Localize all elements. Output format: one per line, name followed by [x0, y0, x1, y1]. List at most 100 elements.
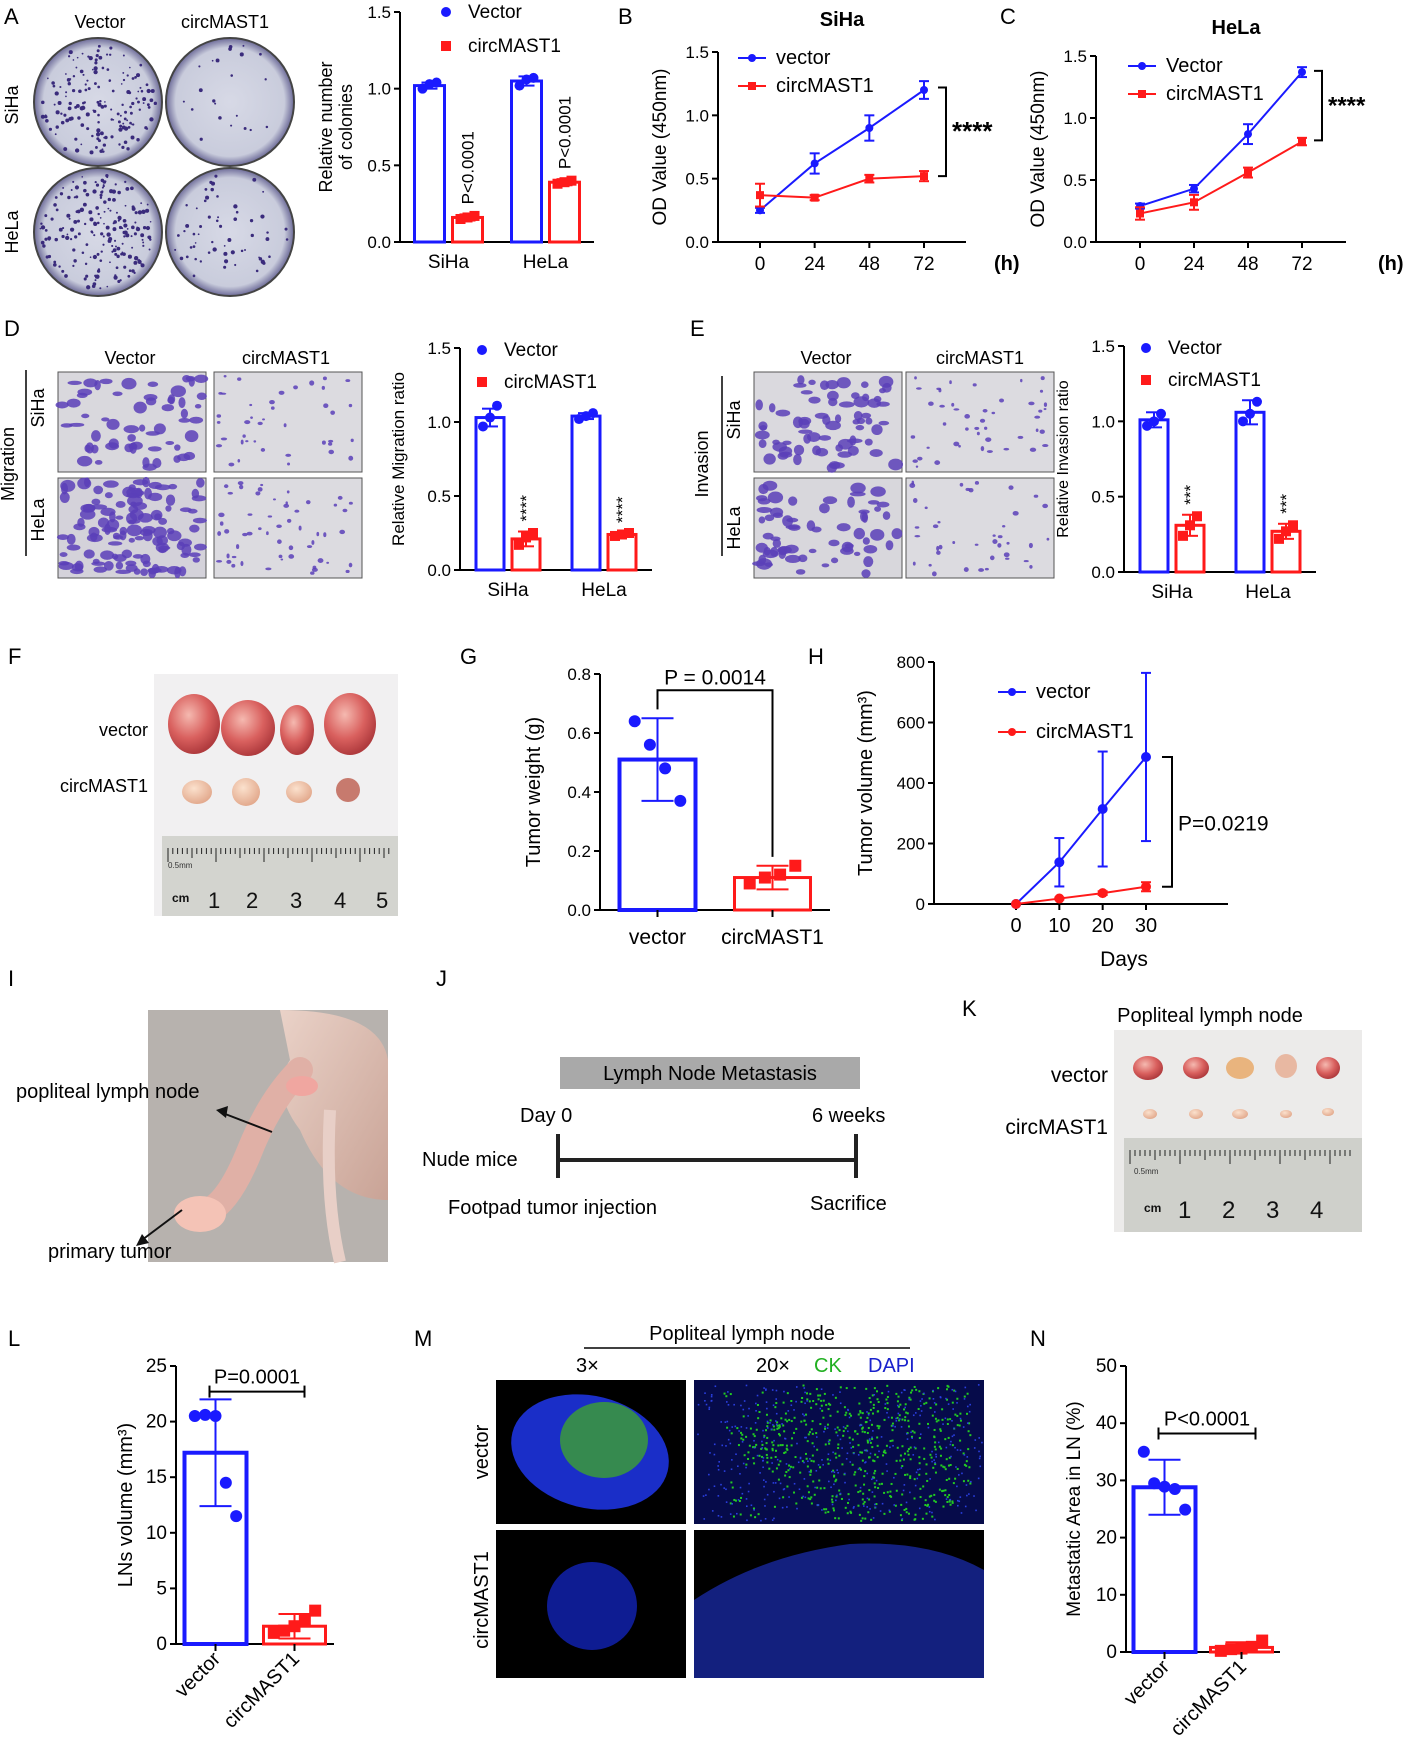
colony [75, 195, 79, 199]
stained-cell [126, 487, 142, 497]
ck-dot [824, 1511, 827, 1514]
ck-dot [816, 1448, 819, 1451]
colony [104, 101, 106, 103]
colony [285, 238, 289, 241]
stained-cell [882, 511, 891, 520]
ck-dot [935, 1420, 938, 1423]
colony [54, 133, 57, 136]
dapi-dot [889, 1446, 891, 1449]
ck-dot [827, 1402, 830, 1405]
ck-dot [954, 1413, 957, 1416]
stained-cell [348, 403, 353, 408]
colony [82, 73, 85, 76]
data-point [1298, 137, 1306, 146]
colony [92, 254, 98, 260]
colony [114, 274, 117, 277]
colony [44, 237, 48, 241]
stained-cell [165, 494, 176, 506]
stained-cell [350, 438, 354, 443]
ck-dot [824, 1443, 827, 1446]
stained-cell [1023, 559, 1029, 563]
ck-dot [809, 1498, 812, 1501]
colony [120, 83, 123, 85]
dapi-dot [739, 1472, 741, 1475]
ck-dot [870, 1518, 873, 1521]
ck-dot [886, 1395, 889, 1398]
ck-dot [918, 1390, 921, 1393]
ck-dot [883, 1512, 886, 1515]
ck-dot [806, 1465, 809, 1468]
stained-cell [103, 480, 119, 488]
colony [104, 180, 107, 183]
colony [87, 87, 91, 91]
colony [192, 245, 196, 249]
ck-dot [850, 1511, 853, 1514]
data-point [267, 1626, 280, 1639]
colony [67, 195, 71, 200]
row-label-siha: SiHa [28, 388, 48, 428]
stained-cell [277, 539, 282, 544]
stained-cell [123, 425, 140, 434]
colony [41, 241, 44, 245]
ck-dot [805, 1413, 808, 1416]
colony [60, 120, 65, 125]
colony [143, 98, 147, 101]
ck-dot [944, 1489, 947, 1492]
ck-dot [928, 1397, 931, 1400]
ck-dot [800, 1400, 803, 1403]
stained-cell [242, 532, 248, 537]
colony [77, 116, 81, 120]
ck-dot [896, 1400, 899, 1403]
colony [66, 213, 71, 218]
dapi-dot [708, 1406, 711, 1409]
dapi-dot [815, 1436, 818, 1438]
stained-cell [99, 378, 113, 385]
ck-dot [847, 1493, 850, 1496]
dapi-dot [949, 1443, 952, 1446]
ck-dot [808, 1400, 811, 1403]
colony [127, 125, 131, 129]
ck-dot [822, 1399, 825, 1402]
stained-cell [863, 556, 874, 568]
stained-cell [82, 503, 96, 513]
colony [111, 89, 115, 93]
stained-cell [345, 569, 350, 574]
ck-dot [771, 1447, 774, 1450]
colony [81, 105, 86, 111]
stained-cell [294, 509, 300, 513]
ck-dot [914, 1513, 917, 1516]
dapi-dot [857, 1468, 860, 1471]
colony [53, 260, 57, 264]
colony [198, 88, 203, 93]
ck-dot [783, 1452, 786, 1455]
ck-dot [901, 1465, 904, 1468]
panel-e-images: Vector circMAST1 Invasion SiHa HeLa [692, 348, 1055, 579]
dapi-dot [847, 1430, 849, 1433]
y-axis-label: OD Value (450nm) [1028, 71, 1049, 228]
y-tick-label: 0.8 [567, 665, 591, 684]
stained-cell [1029, 565, 1033, 569]
colony [93, 66, 98, 71]
dapi-dot [827, 1440, 830, 1443]
dapi-dot [779, 1482, 782, 1485]
dapi-dot [866, 1472, 869, 1475]
dapi-dot [717, 1495, 720, 1497]
ck-dot [909, 1446, 912, 1449]
x-tick-label: circMAST1 [219, 1648, 304, 1733]
colony [69, 237, 73, 241]
colony [140, 89, 144, 93]
dapi-dot [977, 1477, 980, 1480]
ck-dot [874, 1486, 877, 1489]
ck-dot [930, 1456, 933, 1459]
y-tick-label: 600 [897, 714, 925, 733]
stained-cell [825, 380, 839, 390]
colony [122, 54, 125, 57]
ck-dot [906, 1432, 909, 1435]
stained-cell [66, 544, 81, 551]
colony [255, 269, 259, 273]
dapi-dot [730, 1468, 733, 1471]
ck-dot [876, 1398, 879, 1401]
colony [138, 108, 141, 111]
colony [41, 100, 45, 105]
legend-marker [477, 345, 487, 355]
